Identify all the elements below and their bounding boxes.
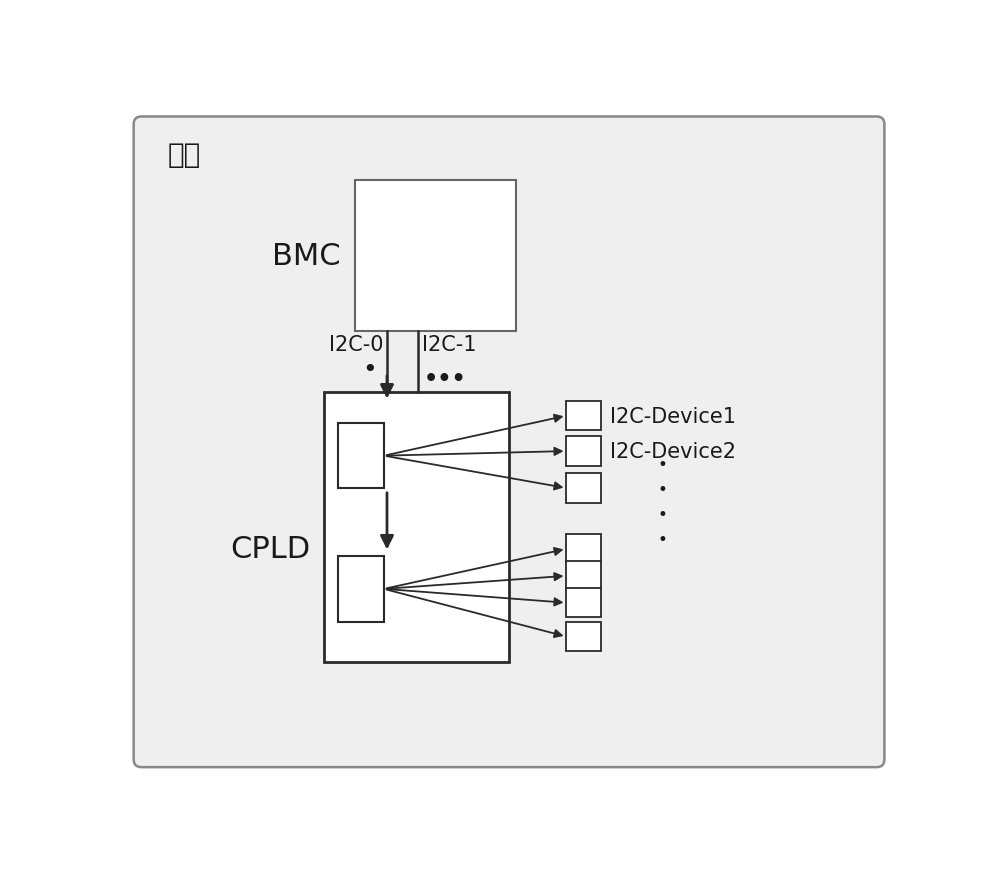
Text: I2C-Device2: I2C-Device2 [610, 441, 736, 461]
Text: •
•
•
•: • • • • [658, 456, 668, 548]
Bar [324, 393, 509, 662]
Bar [338, 556, 384, 622]
Bar [566, 561, 601, 591]
Text: BMC: BMC [272, 242, 341, 270]
Bar [566, 534, 601, 564]
Bar [338, 423, 384, 489]
Text: I2C-0: I2C-0 [329, 335, 383, 355]
Text: CPLD: CPLD [230, 534, 310, 563]
Text: I2C-Device1: I2C-Device1 [610, 406, 736, 426]
Bar [566, 474, 601, 503]
Text: I2C-1: I2C-1 [422, 335, 477, 355]
Text: 主板: 主板 [168, 141, 201, 169]
Bar [355, 182, 516, 331]
Bar [566, 588, 601, 618]
Bar [566, 401, 601, 431]
Text: •••: ••• [423, 368, 466, 388]
Text: •: • [363, 358, 377, 381]
Bar [566, 437, 601, 466]
Bar [566, 622, 601, 652]
FancyBboxPatch shape [134, 117, 884, 767]
